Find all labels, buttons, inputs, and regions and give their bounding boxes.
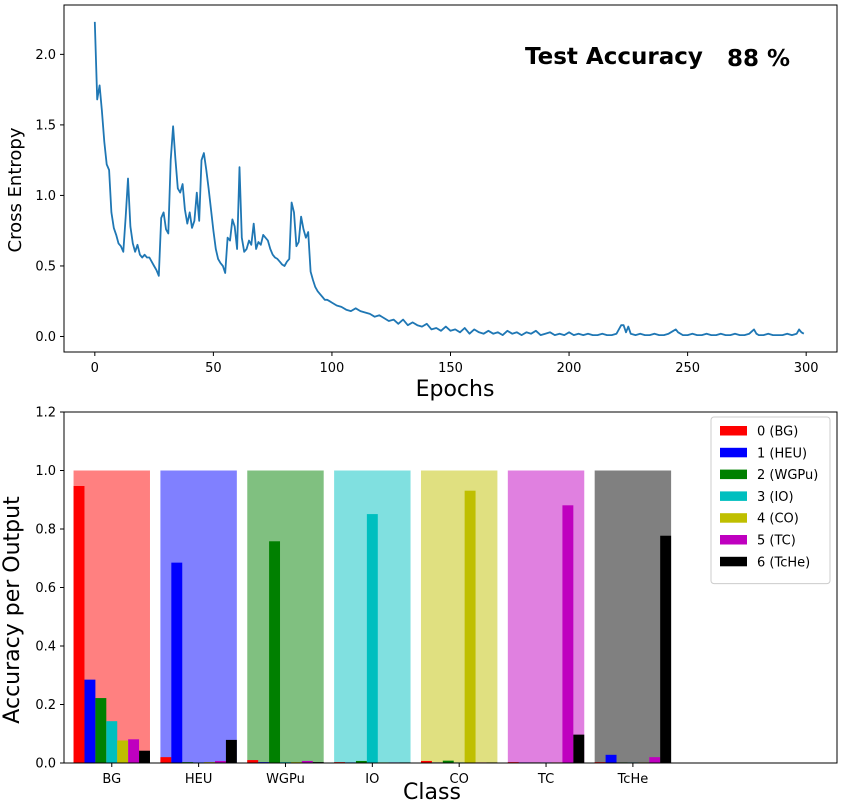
legend: 0 (BG) 1 (HEU) 2 (WGPu) 3 (IO) 4 (CO) 5 (TC) 6… [710,416,831,585]
loss-line [93,21,805,336]
bar [95,698,107,763]
loss-x-tick-label: 0 [91,361,99,376]
bar [660,535,672,763]
bar-y-tick-label: 1.0 [35,464,56,479]
bar [84,679,96,763]
bar-x-tick-label: BG [102,772,121,787]
bar-y-tick-label: 0.0 [35,757,56,772]
bar-x-tick-label: TC [537,772,554,787]
loss-chart: 0 50 100 150 200 250 300 0.0 0.5 1.0 1.5 2.0 Test … [5,4,838,402]
bar [215,760,226,763]
legend-entry: 6 (TcHe) [757,555,810,570]
legend-entry: 2 (WGPu) [757,468,818,483]
bar-series [73,486,672,763]
class-background-bar [594,470,672,763]
bar [562,505,574,763]
bar-y-tick-label: 0.2 [35,698,56,713]
bar [73,486,85,763]
bar [269,541,281,763]
bar-x-ticks: BG HEU WGPu IO CO TC TcHe [102,763,648,787]
legend-entry: 0 (BG) [757,425,798,440]
legend-swatch [720,469,747,480]
legend-swatch [720,535,747,545]
legend-swatch [720,556,747,567]
loss-plot-frame [63,4,838,353]
bar-y-tick-label: 1.2 [35,406,56,421]
legend-swatch [720,426,747,436]
legend-entry: 3 (IO) [757,490,794,505]
bar-chart: BG HEU WGPu IO CO TC TcHe 0.0 0.2 0.4 0.6 0.8 1.0 1.… [0,406,838,805]
loss-x-tick-label: 100 [320,361,345,376]
bar [442,760,454,763]
loss-y-tick-label: 2.0 [35,48,56,63]
bar-x-tick-label: HEU [185,772,213,787]
legend-swatch [720,491,747,501]
bar [171,562,183,763]
loss-y-tick-label: 1.0 [35,189,56,204]
legend-entry: 4 (CO) [757,512,799,527]
loss-x-tick-label: 150 [438,361,463,376]
bar [301,760,313,763]
loss-x-tick-label: 250 [675,361,700,376]
bar-x-tick-label: IO [365,772,379,787]
bar-x-tick-label: WGPu [266,772,305,787]
bar-y-tick-label: 0.4 [35,640,56,655]
loss-y-axis-label: Cross Entropy [5,127,26,252]
loss-x-axis-label: Epochs [416,377,495,402]
loss-y-ticks: 0.0 0.5 1.0 1.5 2.0 [35,48,64,345]
bar-y-tick-label: 0.8 [35,523,56,538]
bar-x-axis-label: Class [403,780,461,805]
bar [160,757,172,763]
loss-x-tick-label: 50 [205,361,222,376]
bar [605,754,617,763]
bar [649,757,661,763]
bar [117,740,129,763]
bar [355,760,367,763]
class-background-bar [420,470,498,763]
bar [128,739,140,763]
bar-y-ticks: 0.0 0.2 0.4 0.6 0.8 1.0 1.2 [35,406,64,772]
bar [225,739,237,763]
bar-y-axis-label: Accuracy per Output [0,496,25,724]
bar [247,760,259,763]
loss-y-tick-label: 0.0 [35,330,56,345]
bar [139,750,150,763]
legend-swatch [720,447,747,458]
bar [366,514,378,763]
test-accuracy-label: Test Accuracy [525,44,703,70]
loss-y-tick-label: 1.5 [35,118,56,133]
bar-y-tick-label: 0.6 [35,581,56,596]
test-accuracy-value: 88 % [727,46,790,72]
legend-entry: 5 (TC) [757,534,796,549]
bar [420,760,432,763]
class-background-bar [247,470,324,763]
bar-x-tick-label: TcHe [617,772,649,787]
bar [106,721,118,763]
loss-x-ticks: 0 50 100 150 200 250 300 [91,352,819,376]
bar [464,490,476,763]
loss-y-tick-label: 0.5 [35,259,56,274]
bar [573,734,585,763]
legend-swatch [720,513,747,523]
loss-x-tick-label: 200 [557,361,582,376]
loss-x-tick-label: 300 [794,361,819,376]
bar-x-tick-label: CO [450,772,469,787]
legend-entry: 1 (HEU) [757,446,807,461]
